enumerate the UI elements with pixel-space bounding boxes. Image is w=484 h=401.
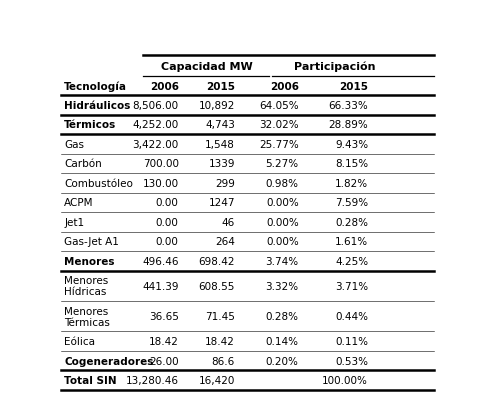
Text: 0.28%: 0.28%: [266, 312, 299, 322]
Text: Combustóleo: Combustóleo: [64, 178, 133, 188]
Text: 1.61%: 1.61%: [335, 237, 368, 247]
Text: 7.59%: 7.59%: [335, 198, 368, 208]
Text: Menores
Hídricas: Menores Hídricas: [64, 275, 108, 297]
Text: 64.05%: 64.05%: [259, 101, 299, 111]
Text: 16,420: 16,420: [198, 375, 235, 385]
Text: 3.74%: 3.74%: [266, 256, 299, 266]
Text: 8,506.00: 8,506.00: [133, 101, 179, 111]
Text: 608.55: 608.55: [198, 281, 235, 291]
Text: 1339: 1339: [209, 159, 235, 169]
Text: 3,422.00: 3,422.00: [133, 140, 179, 150]
Text: 4,252.00: 4,252.00: [133, 120, 179, 130]
Text: 130.00: 130.00: [142, 178, 179, 188]
Text: 698.42: 698.42: [198, 256, 235, 266]
Text: 32.02%: 32.02%: [259, 120, 299, 130]
Text: Menores
Térmicas: Menores Térmicas: [64, 306, 110, 327]
Text: 18.42: 18.42: [149, 336, 179, 346]
Text: 4.25%: 4.25%: [335, 256, 368, 266]
Text: 0.98%: 0.98%: [266, 178, 299, 188]
Text: 36.65: 36.65: [149, 312, 179, 322]
Text: Menores: Menores: [64, 256, 115, 266]
Text: Gas-Jet A1: Gas-Jet A1: [64, 237, 119, 247]
Text: 86.6: 86.6: [212, 356, 235, 366]
Text: 0.00%: 0.00%: [266, 237, 299, 247]
Text: 496.46: 496.46: [142, 256, 179, 266]
Text: 0.28%: 0.28%: [335, 217, 368, 227]
Text: 700.00: 700.00: [143, 159, 179, 169]
Text: Térmicos: Térmicos: [64, 120, 117, 130]
Text: 2006: 2006: [150, 81, 179, 91]
Text: 2006: 2006: [270, 81, 299, 91]
Text: 0.00: 0.00: [156, 198, 179, 208]
Text: 2015: 2015: [206, 81, 235, 91]
Text: 0.20%: 0.20%: [266, 356, 299, 366]
Text: 0.14%: 0.14%: [266, 336, 299, 346]
Text: Hidráulicos: Hidráulicos: [64, 101, 131, 111]
Text: 0.53%: 0.53%: [335, 356, 368, 366]
Text: 18.42: 18.42: [205, 336, 235, 346]
Text: 26.00: 26.00: [149, 356, 179, 366]
Text: Participación: Participación: [294, 61, 375, 71]
Text: 0.11%: 0.11%: [335, 336, 368, 346]
Text: Total SIN: Total SIN: [64, 375, 117, 385]
Text: 4,743: 4,743: [205, 120, 235, 130]
Text: ACPM: ACPM: [64, 198, 94, 208]
Text: 0.00%: 0.00%: [266, 217, 299, 227]
Text: 5.27%: 5.27%: [266, 159, 299, 169]
Text: 0.00%: 0.00%: [266, 198, 299, 208]
Text: 3.32%: 3.32%: [266, 281, 299, 291]
Text: 28.89%: 28.89%: [328, 120, 368, 130]
Text: 2015: 2015: [339, 81, 368, 91]
Text: 441.39: 441.39: [142, 281, 179, 291]
Text: Capacidad MW: Capacidad MW: [161, 61, 253, 71]
Text: 0.00: 0.00: [156, 237, 179, 247]
Text: Tecnología: Tecnología: [64, 81, 127, 92]
Text: 8.15%: 8.15%: [335, 159, 368, 169]
Text: 299: 299: [215, 178, 235, 188]
Text: Gas: Gas: [64, 140, 84, 150]
Text: Cogeneradores: Cogeneradores: [64, 356, 153, 366]
Text: 46: 46: [222, 217, 235, 227]
Text: Carbón: Carbón: [64, 159, 102, 169]
Text: 1.82%: 1.82%: [335, 178, 368, 188]
Text: 1247: 1247: [209, 198, 235, 208]
Text: 71.45: 71.45: [205, 312, 235, 322]
Text: 25.77%: 25.77%: [259, 140, 299, 150]
Text: 0.00: 0.00: [156, 217, 179, 227]
Text: 3.71%: 3.71%: [335, 281, 368, 291]
Text: 9.43%: 9.43%: [335, 140, 368, 150]
Text: 1,548: 1,548: [205, 140, 235, 150]
Text: 0.44%: 0.44%: [335, 312, 368, 322]
Text: Jet1: Jet1: [64, 217, 84, 227]
Text: 10,892: 10,892: [198, 101, 235, 111]
Text: 100.00%: 100.00%: [322, 375, 368, 385]
Text: 66.33%: 66.33%: [328, 101, 368, 111]
Text: 264: 264: [215, 237, 235, 247]
Text: Eólica: Eólica: [64, 336, 95, 346]
Text: 13,280.46: 13,280.46: [126, 375, 179, 385]
